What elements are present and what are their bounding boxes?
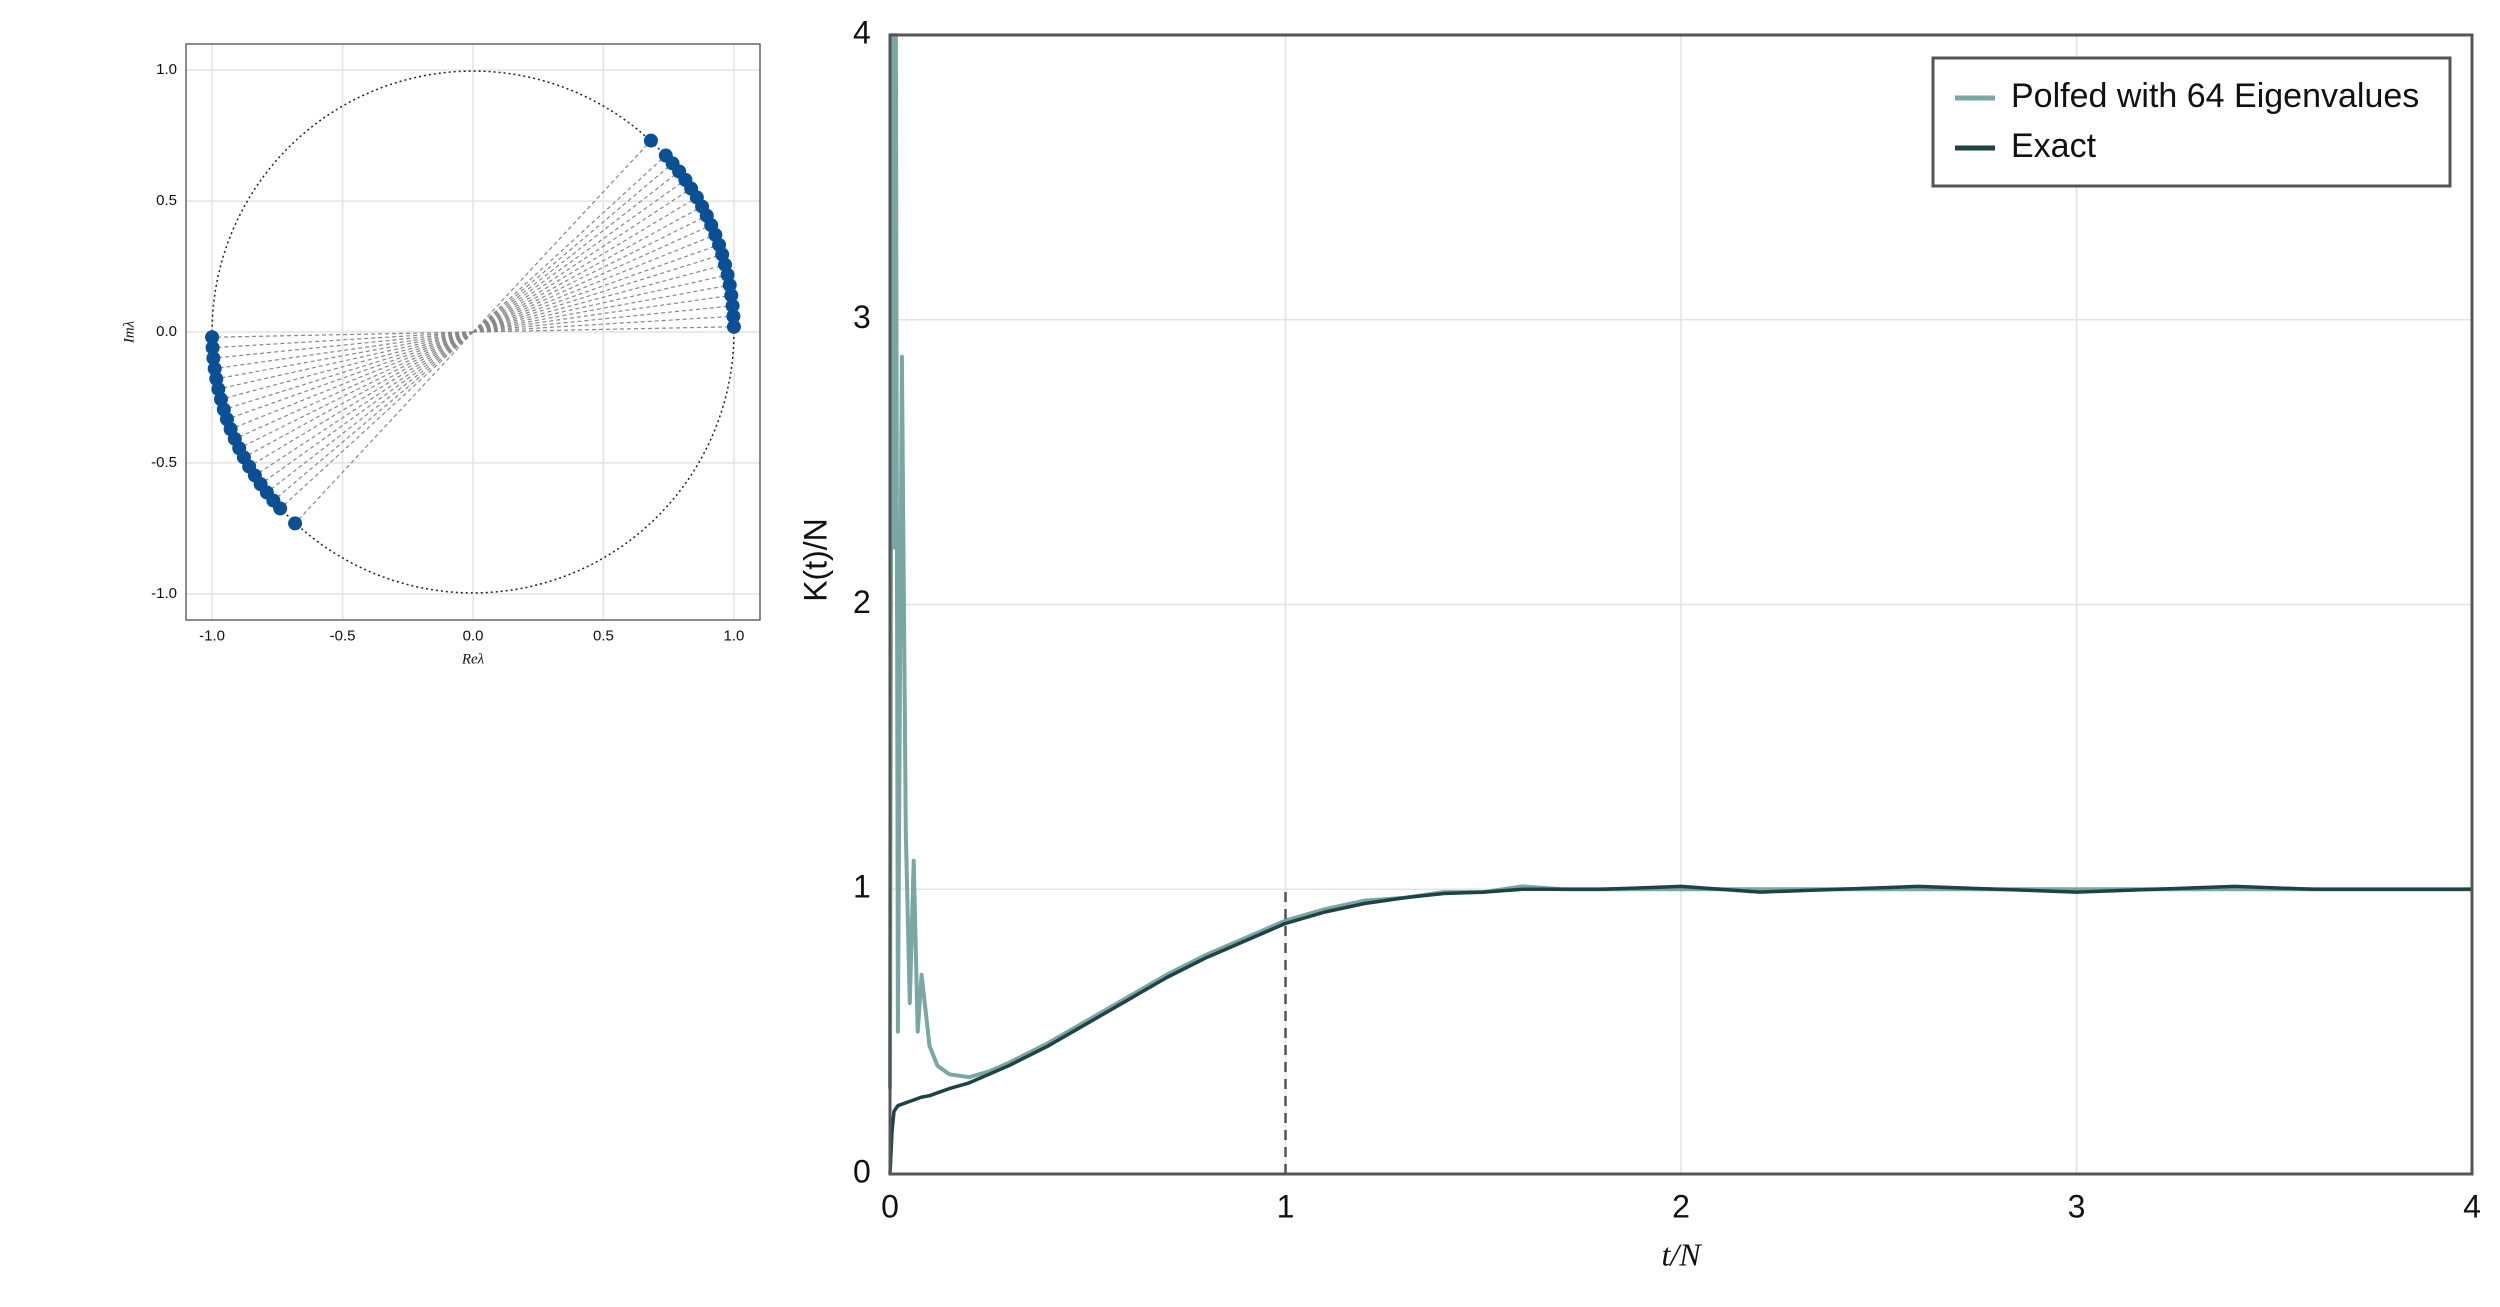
spoke xyxy=(472,215,708,333)
point xyxy=(205,340,220,355)
spoke xyxy=(218,331,474,390)
x-tick-label: -1.0 xyxy=(199,627,225,644)
spoke xyxy=(472,294,732,333)
spoke xyxy=(472,326,734,333)
y-axis-label: Imλ xyxy=(121,320,137,344)
spoke xyxy=(223,331,474,411)
point xyxy=(273,501,288,516)
spoke xyxy=(472,234,716,333)
x-tick-label: 1.0 xyxy=(723,627,744,644)
y-tick-label: 3 xyxy=(853,299,871,335)
y-tick-label: -1.0 xyxy=(151,585,177,602)
x-tick-label: 4 xyxy=(2463,1189,2481,1225)
point xyxy=(643,133,658,148)
plot-frame xyxy=(185,43,761,621)
x-tick-label: 0 xyxy=(881,1189,899,1225)
spoke xyxy=(212,331,474,338)
point xyxy=(726,309,741,324)
spoke xyxy=(243,331,474,458)
point xyxy=(288,516,303,531)
x-tick-label: 1 xyxy=(1277,1189,1295,1225)
spoke xyxy=(234,331,474,440)
spoke xyxy=(472,171,680,333)
spoke xyxy=(472,155,667,333)
spoke xyxy=(472,264,726,333)
x-tick-label: 0.0 xyxy=(463,627,484,644)
point xyxy=(206,351,221,366)
legend-box xyxy=(1931,56,2452,188)
spoke xyxy=(260,331,474,485)
y-tick-label: -0.5 xyxy=(151,454,177,471)
spoke xyxy=(472,179,686,333)
spoke xyxy=(472,284,730,333)
y-tick-label: 0 xyxy=(853,1153,871,1189)
spoke xyxy=(220,331,474,400)
plot-frame xyxy=(888,33,2474,1176)
spoke xyxy=(213,331,474,359)
spoke xyxy=(472,315,734,333)
spoke xyxy=(472,188,692,333)
spoke xyxy=(294,331,474,524)
spoke xyxy=(472,162,673,333)
spoke xyxy=(472,224,712,333)
spoke xyxy=(226,331,474,420)
spoke xyxy=(279,331,474,509)
spoke xyxy=(472,253,723,333)
y-tick-label: 4 xyxy=(853,14,871,50)
x-tick-label: -0.5 xyxy=(330,627,356,644)
spoke xyxy=(266,331,474,493)
point xyxy=(725,298,740,313)
spoke xyxy=(472,140,652,333)
spoke xyxy=(248,331,474,468)
spoke xyxy=(238,331,474,449)
spoke xyxy=(472,196,698,333)
point xyxy=(658,148,673,163)
spoke xyxy=(472,206,703,333)
spoke xyxy=(472,274,728,333)
x-axis-label: t/N xyxy=(1661,1236,1702,1272)
x-tick-label: 2 xyxy=(1672,1189,1690,1225)
x-tick-label: 0.5 xyxy=(593,627,614,644)
spoke xyxy=(216,331,474,380)
series-line xyxy=(888,33,2472,1089)
x-tick-label: 3 xyxy=(2068,1189,2086,1225)
y-tick-label: 0.5 xyxy=(156,192,177,209)
point xyxy=(205,330,220,345)
y-tick-label: 2 xyxy=(853,584,871,620)
y-axis-label: K(t)/N xyxy=(797,518,833,602)
spoke xyxy=(212,331,474,349)
point xyxy=(726,319,741,334)
spoke xyxy=(230,331,474,430)
spoke xyxy=(472,244,720,333)
spoke xyxy=(214,331,474,370)
y-tick-label: 1.0 xyxy=(156,61,177,78)
legend-label: Exact xyxy=(2011,127,2097,165)
spoke xyxy=(273,331,474,502)
legend-label: Polfed with 64 Eigenvalues xyxy=(2011,77,2419,115)
x-axis-label: Reλ xyxy=(461,651,485,667)
y-tick-label: 1 xyxy=(853,869,871,905)
y-tick-label: 0.0 xyxy=(156,323,177,340)
series-line xyxy=(888,884,2472,1175)
spoke xyxy=(254,331,474,476)
spoke xyxy=(472,305,733,333)
